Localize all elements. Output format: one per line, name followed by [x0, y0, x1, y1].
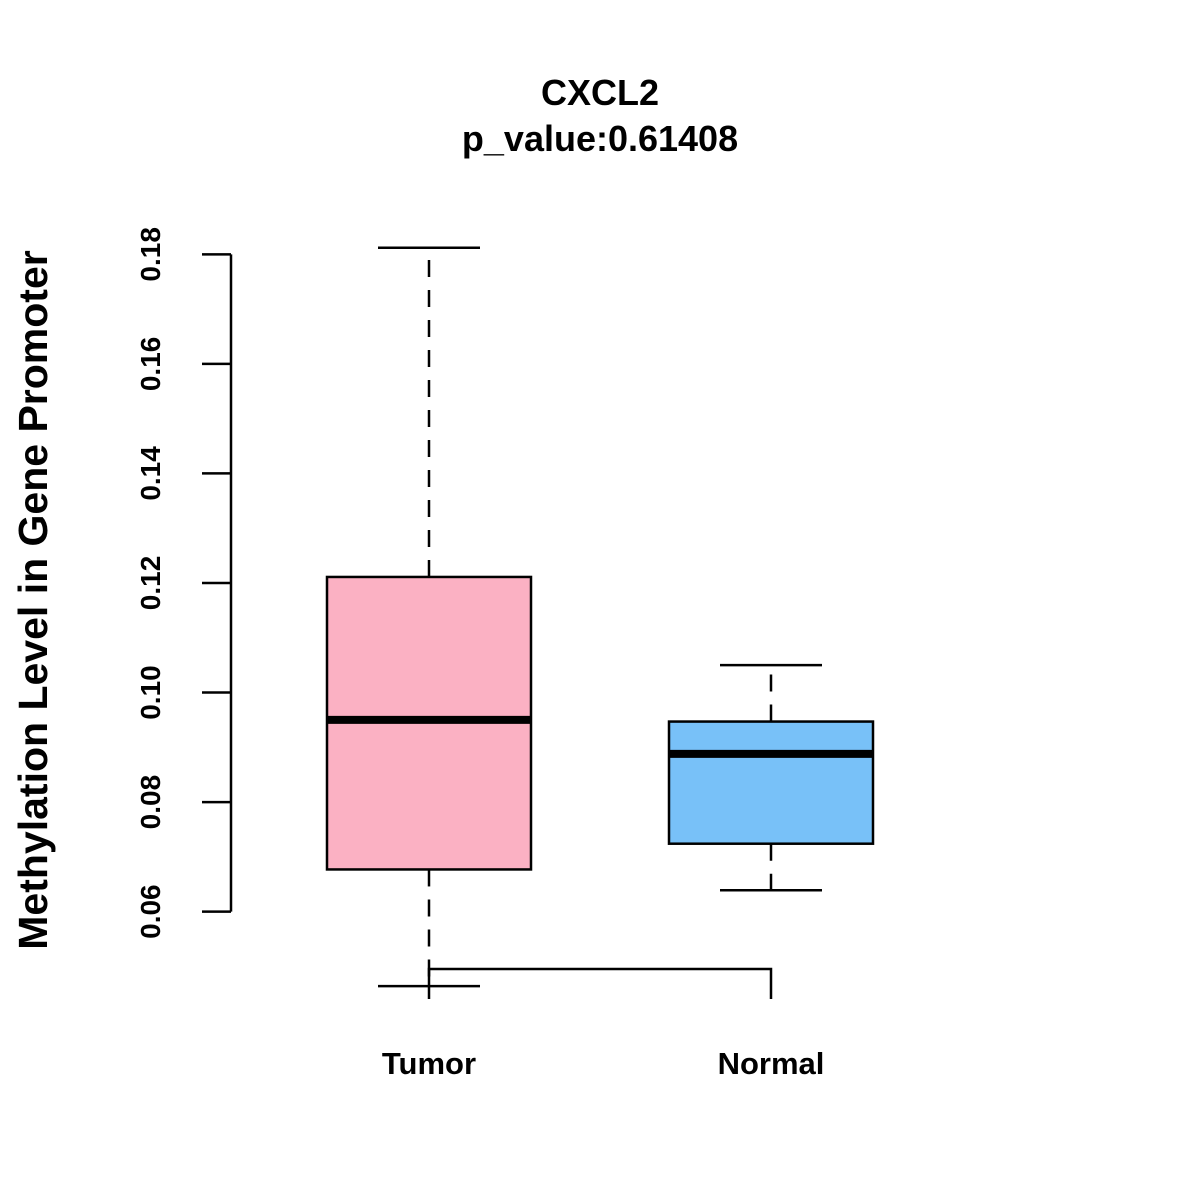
chart-title: CXCL2	[541, 72, 659, 113]
x-label-tumor: Tumor	[382, 1046, 476, 1081]
y-tick-label: 0.16	[135, 337, 166, 392]
x-label-normal: Normal	[718, 1046, 825, 1081]
y-tick-label: 0.10	[135, 665, 166, 720]
comparison-bracket	[427, 967, 773, 999]
chart-subtitle: p_value:0.61408	[462, 118, 738, 159]
y-axis: 0.06 0.08 0.10 0.12 0.14 0.16 0.18	[135, 227, 233, 939]
y-tick-label: 0.06	[135, 884, 166, 939]
x-axis-labels: Tumor Normal	[382, 1046, 824, 1081]
box-normal	[667, 663, 875, 892]
y-tick-label: 0.08	[135, 775, 166, 830]
iqr-box	[667, 720, 875, 845]
box-tumor	[325, 246, 533, 988]
y-tick-label: 0.18	[135, 227, 166, 282]
bracket-line	[427, 967, 773, 999]
y-tick-label: 0.12	[135, 556, 166, 611]
y-axis-title: Methylation Level in Gene Promoter	[10, 250, 56, 949]
box-group-layer	[325, 246, 875, 988]
y-tick-label: 0.14	[135, 446, 166, 501]
